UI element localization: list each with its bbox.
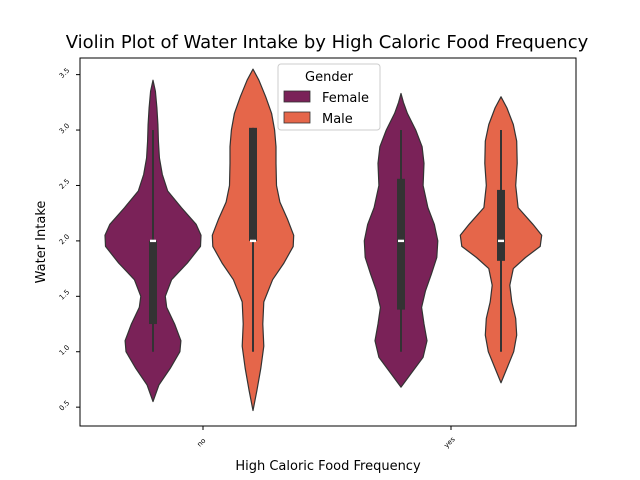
x-axis-label: High Caloric Food Frequency [235,459,421,474]
iqr-box-female-yes [397,178,405,310]
iqr-box-male-yes [497,189,505,261]
y-tick-label: 3.5 [58,66,72,80]
legend-swatch-female [283,90,311,103]
legend-title: Gender [305,70,354,85]
y-tick-label: 1.5 [58,288,72,302]
y-tick-label: 0.5 [58,399,72,413]
y-tick-label: 2.5 [58,177,72,191]
y-tick-label: 3.0 [58,122,72,136]
plot-frame [79,57,577,427]
y-axis-label: Water Intake [34,201,49,284]
y-tick-label: 1.0 [58,344,72,358]
x-tick-label: no [196,437,208,449]
chart-title: Violin Plot of Water Intake by High Calo… [66,32,589,53]
x-axis: no yes [196,426,457,450]
legend-label-male: Male [322,112,353,127]
y-tick-label: 2.0 [58,233,72,247]
legend-label-female: Female [322,91,369,106]
x-tick-label: yes [442,435,456,449]
median-marker-female-yes [398,239,404,243]
median-marker-female-no [150,239,156,243]
legend: Gender Female Male [277,63,381,131]
y-axis: 0.5 1.0 1.5 2.0 2.5 3.0 3.5 [58,66,80,413]
iqr-box-female-no [149,240,157,325]
plot-area [104,68,543,412]
median-marker-male-no [250,239,256,243]
iqr-box-male-no [249,127,257,241]
median-marker-male-yes [498,239,504,243]
legend-swatch-male [283,111,311,124]
